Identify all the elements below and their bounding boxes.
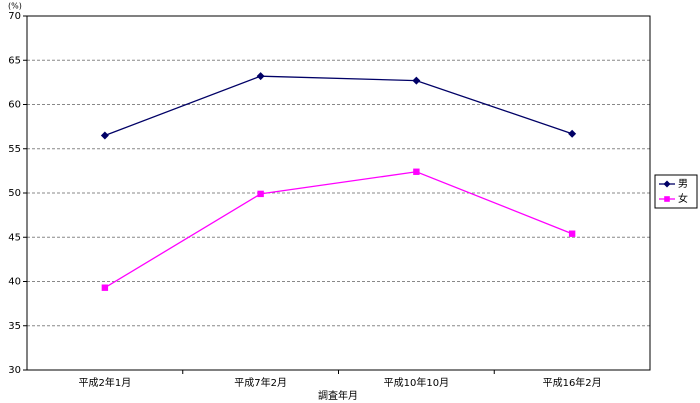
x-axis-label: 調査年月 (318, 389, 358, 402)
y-tick-label: 65 (8, 55, 21, 66)
series-line (104, 75, 573, 137)
y-tick-label: 55 (8, 144, 21, 155)
point-marker (568, 129, 577, 138)
y-tick-label: 40 (8, 277, 21, 288)
point-marker (568, 230, 576, 237)
legend-marker (664, 196, 670, 202)
x-tick-label: 平成2年1月 (79, 376, 132, 389)
point-marker (256, 72, 265, 81)
unit-label: (%) (8, 2, 22, 11)
point-marker (101, 284, 109, 291)
y-tick-label: 30 (8, 365, 21, 376)
legend-box (654, 174, 698, 209)
legend-label: 女 (678, 192, 688, 205)
series-line (104, 171, 573, 289)
point-marker (412, 76, 421, 85)
legend-marker (663, 180, 671, 188)
y-tick-label: 60 (8, 100, 21, 111)
y-tick-label: 70 (8, 11, 21, 22)
legend-label: 男 (678, 178, 688, 190)
y-tick-label: 35 (8, 321, 21, 332)
x-tick-label: 平成7年2月 (234, 376, 287, 389)
y-tick-label: 45 (8, 232, 21, 243)
x-tick-label: 平成10年10月 (384, 376, 449, 389)
x-tick-label: 平成16年2月 (543, 376, 602, 389)
point-marker (257, 190, 264, 198)
y-tick-label: 50 (8, 188, 21, 199)
point-marker (413, 168, 420, 175)
point-marker (100, 131, 109, 140)
